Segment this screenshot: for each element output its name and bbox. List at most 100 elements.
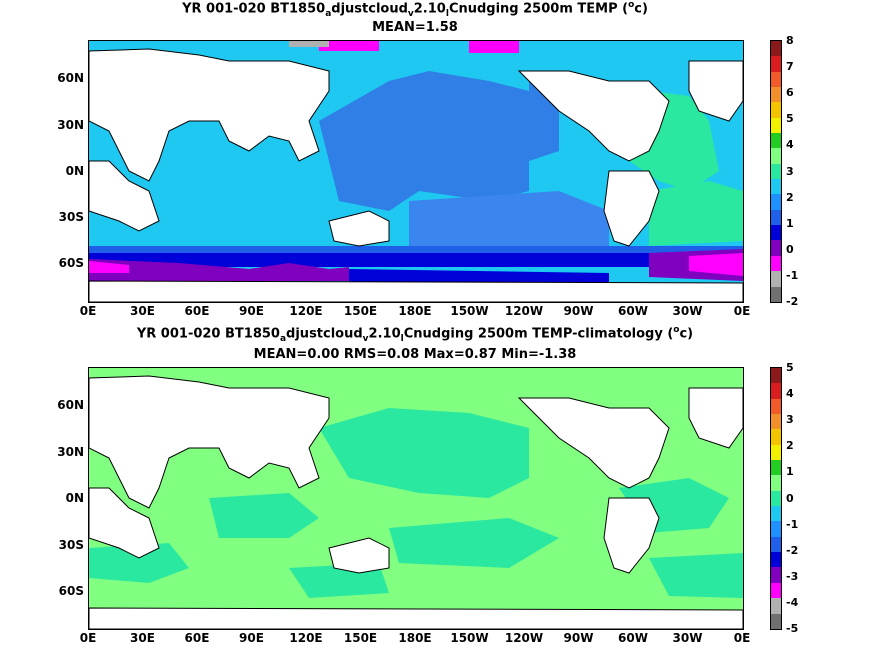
map1-lon-label: 0E [733, 304, 751, 318]
map2-colorbar-segment [771, 521, 781, 537]
map1-lon-label: 30W [672, 304, 703, 318]
map2-colorbar-segment [771, 490, 781, 507]
map2-colorbar-segment [771, 552, 781, 568]
map1-title: YR 001-020 BT1850adjustcloudv2.10lCnudgi… [182, 0, 648, 19]
map1-colorbar-label: 1 [786, 216, 794, 230]
map1-colorbar-label: 2 [786, 190, 794, 204]
map2-colorbar-label: 4 [786, 387, 794, 401]
map1-colorbar-label: 0 [786, 242, 794, 256]
map2-lon-label: 90E [239, 631, 264, 645]
map1-colorbar-segment [771, 56, 781, 72]
map1-colorbar-segment [771, 271, 781, 287]
map2-title: YR 001-020 BT1850adjustcloudv2.10lCnudgi… [136, 325, 694, 344]
map1-lon-label: 90E [239, 304, 264, 318]
map1-colorbar-segment [771, 194, 781, 210]
map1-colorbar-label: 7 [786, 60, 794, 74]
map2-colorbar-label: 5 [786, 361, 794, 374]
map1-lon-label: 150W [450, 304, 489, 318]
map2-lon-label: 30E [130, 631, 155, 645]
map2-lat-30s: 30S [58, 538, 84, 552]
map1-colorbar-label: 5 [786, 112, 794, 126]
map2-colorbar-segment [771, 383, 781, 399]
map2-lon-label: 60E [184, 631, 210, 645]
map2-lon-label: 180E [398, 631, 432, 645]
map1-lat-60n: 60N [57, 71, 84, 85]
map2-colorbar-segment [771, 475, 781, 491]
map2-lon-label: 120W [504, 631, 544, 645]
map2-colorbar-segment [771, 414, 781, 430]
map1-colorbar-segment [771, 71, 781, 88]
map2-lat-60s: 60S [58, 584, 84, 598]
map2-colorbar-segment [771, 368, 781, 384]
map1-lat-30s: 30S [58, 210, 84, 224]
map1-colorbar-segment [771, 225, 781, 241]
map1-colorbar-segment [771, 255, 781, 272]
map1-colorbar-segment [771, 41, 781, 57]
map2-colorbar-segment [771, 398, 781, 415]
map2-lat-60n: 60N [57, 398, 84, 412]
map1-lat-0n: 0N [65, 164, 84, 178]
map1-colorbar-segment [771, 133, 781, 149]
map1-colorbar-segment [771, 240, 781, 256]
map1-colorbar-segment [771, 102, 781, 118]
map2-lon-label: 90W [563, 631, 594, 645]
map2-lon-label: 60W [618, 631, 648, 645]
map1-field [89, 41, 743, 302]
map1-colorbar-segment [771, 179, 781, 195]
map1-lon-label: 60W [618, 304, 648, 318]
map1-colorbar-segment [771, 87, 781, 103]
map2-lon-label: 150W [450, 631, 489, 645]
map1-colorbar-segment [771, 117, 781, 134]
map2-colorbar-label: 2 [786, 439, 794, 453]
map2-colorbar-segment [771, 613, 781, 629]
map1-lon-label: 60E [184, 304, 210, 318]
map2-colorbar-segment [771, 444, 781, 461]
map2-colorbar-segment [771, 460, 781, 476]
map2-lat-30n: 30N [57, 445, 84, 459]
map2-colorbar-segment [771, 429, 781, 445]
map2-colorbar-segment [771, 582, 781, 599]
map1-colorbar-label: 6 [786, 86, 794, 100]
map2-lon-label: 30W [672, 631, 703, 645]
map1-colorbar [770, 40, 782, 303]
map2-lon-label: 120E [289, 631, 323, 645]
map2-colorbar-label: -2 [786, 543, 799, 557]
map2-colorbar-segment [771, 567, 781, 583]
map2-colorbar-label: -1 [786, 517, 799, 531]
map1-lon-label: 120E [289, 304, 323, 318]
map1-lon-label: 150E [343, 304, 378, 318]
map1-lon-label: 0E [79, 304, 97, 318]
map2-colorbar-segment [771, 506, 781, 522]
map1-lon-label: 180E [398, 304, 432, 318]
map2-stats: MEAN=0.00 RMS=0.08 Max=0.87 Min=-1.38 [253, 347, 577, 362]
map2-lon-label: 150E [343, 631, 378, 645]
map2-colorbar-label: -3 [786, 569, 799, 583]
map1-lon-label: 120W [504, 304, 544, 318]
map1-colorbar-segment [771, 286, 781, 302]
map2-colorbar-label: 1 [786, 465, 794, 479]
map1-stats: MEAN=1.58 [372, 20, 458, 35]
map1-panel [88, 40, 744, 303]
map2-colorbar-label: 0 [786, 491, 794, 505]
map1-lon-label: 30E [130, 304, 155, 318]
map1-colorbar-label: -1 [786, 268, 799, 282]
map2-panel [88, 367, 744, 630]
map2-lat-0n: 0N [65, 491, 84, 505]
map2-colorbar-segment [771, 598, 781, 614]
map2-colorbar-segment [771, 536, 781, 553]
map1-lon-label: 90W [563, 304, 594, 318]
map1-colorbar-segment [771, 209, 781, 226]
map1-lat-30n: 30N [57, 118, 84, 132]
map2-field [89, 368, 743, 629]
map2-lon-label: 0E [79, 631, 97, 645]
map2-lon-label: 0E [733, 631, 751, 645]
map2-colorbar-label: -4 [786, 595, 799, 609]
map1-colorbar-label: 4 [786, 138, 794, 152]
map1-colorbar-segment [771, 163, 781, 180]
map1-colorbar-label: 8 [786, 34, 794, 47]
map1-lat-60s: 60S [58, 256, 84, 270]
map2-colorbar-label: 3 [786, 413, 794, 427]
map1-colorbar-segment [771, 148, 781, 164]
map1-colorbar-label: -2 [786, 295, 799, 308]
map2-colorbar [770, 367, 782, 630]
